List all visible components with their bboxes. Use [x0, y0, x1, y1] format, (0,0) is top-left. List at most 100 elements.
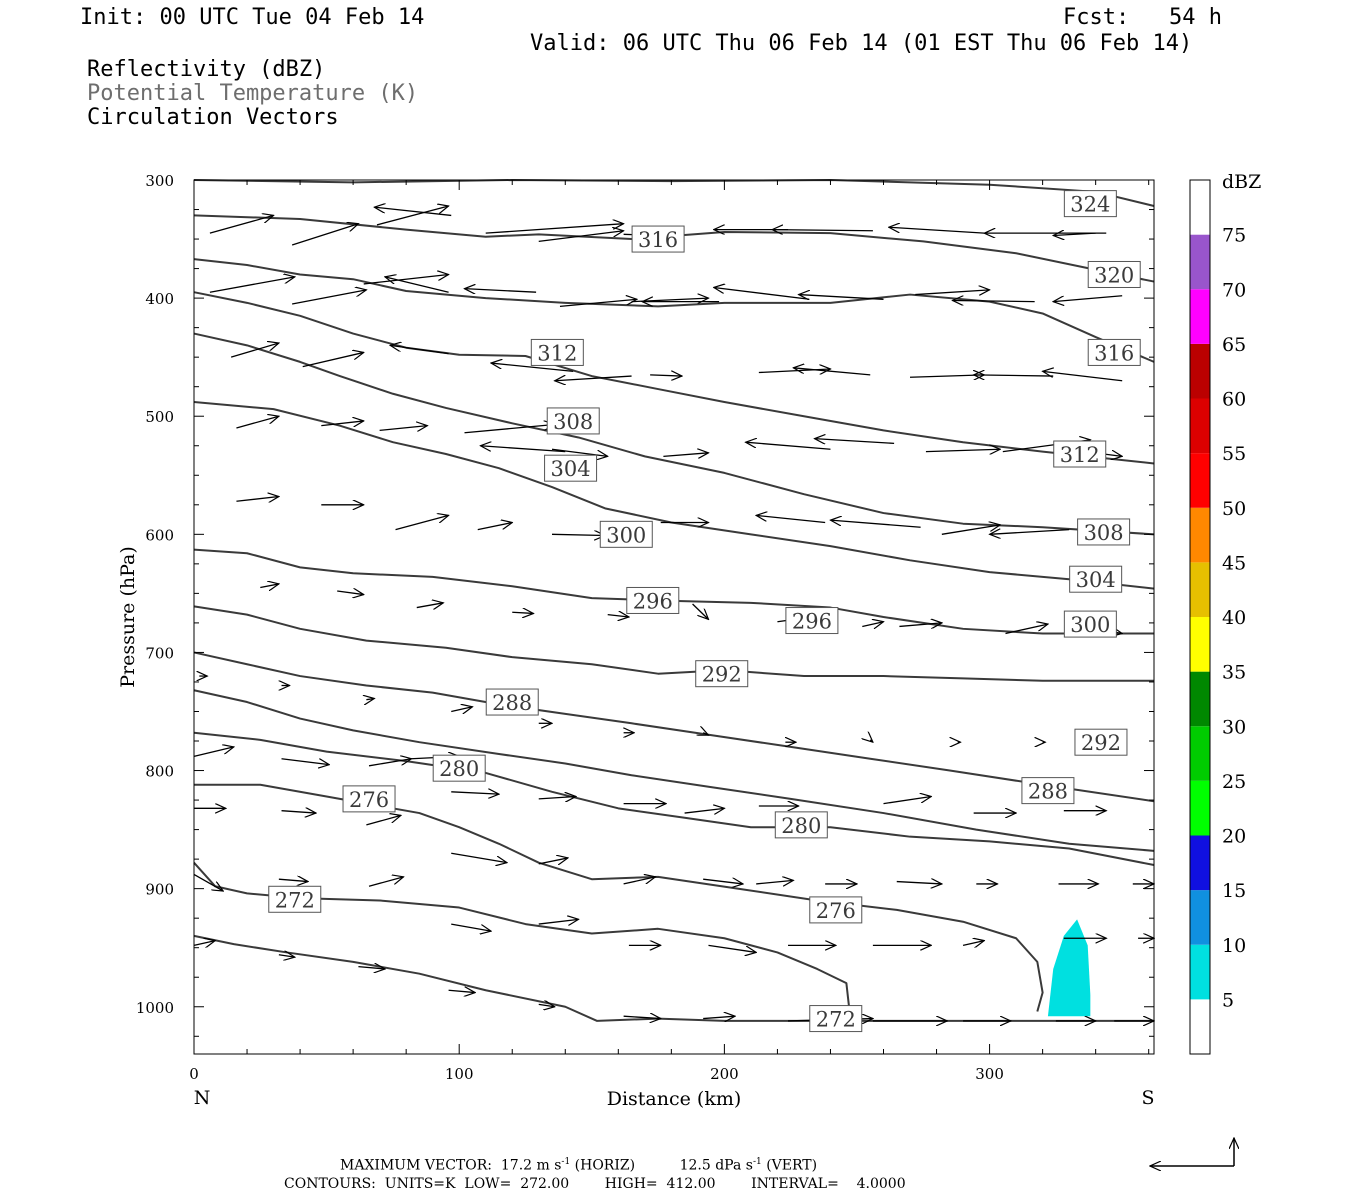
field-vectors: Circulation Vectors	[87, 105, 339, 130]
circulation-vector	[485, 224, 624, 234]
circulation-vector	[538, 1004, 555, 1006]
circulation-vector	[260, 584, 279, 588]
circulation-vector	[236, 416, 278, 429]
x-tick-label: 100	[445, 1065, 474, 1083]
circulation-vector	[363, 274, 449, 285]
circulation-vector	[281, 758, 330, 765]
circulation-vector	[756, 880, 793, 884]
circulation-vector	[368, 877, 403, 887]
circulation-vector	[925, 449, 1000, 451]
circulation-vector	[366, 815, 400, 826]
colorbar-swatch	[1190, 617, 1210, 672]
contour-label: 280	[439, 757, 479, 781]
circulation-vector	[910, 375, 984, 377]
circulation-vector	[193, 747, 234, 757]
circulation-vector	[236, 497, 278, 502]
contour-label-box	[774, 811, 828, 839]
reflectivity-area	[1047, 919, 1091, 1017]
colorbar-swatch	[1190, 944, 1210, 1000]
contour-label: 304	[1076, 568, 1116, 592]
contour-label-box	[485, 688, 539, 716]
circulation-vector	[477, 523, 512, 531]
circulation-vector	[650, 375, 682, 376]
contour-label-box	[599, 520, 653, 548]
contour-label: 300	[1070, 613, 1110, 637]
circulation-vector	[555, 376, 632, 381]
circulation-vector	[538, 797, 576, 799]
circulation-vector	[708, 944, 756, 952]
circulation-vector	[607, 615, 629, 617]
contour-label: 324	[1070, 193, 1110, 217]
contour-label-box	[1063, 190, 1117, 218]
colorbar-level-label: 10	[1222, 935, 1246, 957]
circulation-vector	[703, 879, 743, 884]
colorbar-level-label: 45	[1222, 552, 1246, 574]
circulation-vector	[451, 852, 507, 862]
circulation-vector	[1053, 233, 1096, 235]
circulation-vector	[512, 612, 533, 613]
circulation-vector	[815, 439, 895, 444]
theta-contour-308	[193, 332, 1155, 536]
circulation-vector	[551, 534, 605, 535]
circulation-vector	[703, 733, 708, 735]
colorbar-swatch	[1190, 671, 1210, 727]
colorbar-level-label: 55	[1222, 443, 1246, 465]
init-time: Init: 00 UTC Tue 04 Feb 14	[80, 5, 425, 30]
contour-label: 316	[1094, 341, 1134, 365]
contour-label: 312	[537, 341, 577, 365]
max-vector-vert-label: (VERT)	[766, 1157, 818, 1174]
contour-label-box	[342, 785, 396, 813]
circulation-vector	[684, 808, 725, 813]
circulation-vector	[193, 941, 215, 946]
circulation-vector	[538, 231, 624, 243]
circulation-vector	[451, 792, 499, 794]
x-axis-label: Distance (km)	[607, 1088, 742, 1110]
circulation-vector	[974, 375, 1054, 376]
y-tick-label: 700	[145, 644, 174, 662]
circulation-vector	[756, 515, 826, 524]
circulation-vector	[538, 858, 568, 864]
contour-label-box	[809, 896, 863, 924]
x-end-label-south: S	[1141, 1087, 1154, 1109]
colorbar-level-label: 35	[1222, 662, 1246, 684]
colorbar-swatch	[1190, 726, 1210, 781]
contour-label-box	[268, 885, 322, 913]
circulation-vector	[491, 363, 574, 372]
circulation-vector	[278, 955, 295, 957]
circulation-vector	[480, 446, 566, 453]
plot-frame	[193, 179, 1155, 1055]
max-vector-horiz-exponent: -1	[561, 1157, 571, 1167]
circulation-vector	[379, 426, 428, 431]
contour-label: 276	[349, 788, 389, 812]
circulation-vector	[1043, 371, 1123, 382]
contour-label-box	[1053, 440, 1107, 468]
circulation-vector	[862, 622, 883, 627]
circulation-vector	[416, 603, 444, 608]
contour-label: 288	[1028, 780, 1068, 804]
colorbar-swatch	[1190, 289, 1210, 344]
circulation-vector	[990, 530, 1070, 535]
y-axis-label: Pressure (hPa)	[117, 546, 139, 688]
colorbar-level-label: 50	[1222, 498, 1246, 520]
colorbar-level-label: 20	[1222, 826, 1246, 848]
contour-label: 308	[553, 410, 593, 434]
circulation-vector	[559, 299, 637, 308]
colorbar-level-label: 15	[1222, 880, 1246, 902]
contour-label-box	[631, 225, 685, 253]
contour-label-box	[1069, 565, 1123, 593]
circulation-vector	[551, 448, 608, 456]
circulation-vector	[321, 421, 363, 426]
contour-label: 288	[492, 691, 532, 715]
contour-label: 280	[781, 814, 821, 838]
circulation-vector	[870, 740, 873, 742]
contour-label-box	[1074, 728, 1128, 756]
contour-label: 320	[1094, 263, 1134, 287]
circulation-vector	[941, 525, 1000, 535]
circulation-vector	[358, 967, 385, 969]
contour-label-box	[530, 338, 584, 366]
circulation-vector	[1053, 295, 1123, 302]
circulation-vector	[746, 442, 831, 450]
contour-label-box	[809, 1005, 863, 1033]
colorbar-level-label: 70	[1222, 279, 1246, 301]
